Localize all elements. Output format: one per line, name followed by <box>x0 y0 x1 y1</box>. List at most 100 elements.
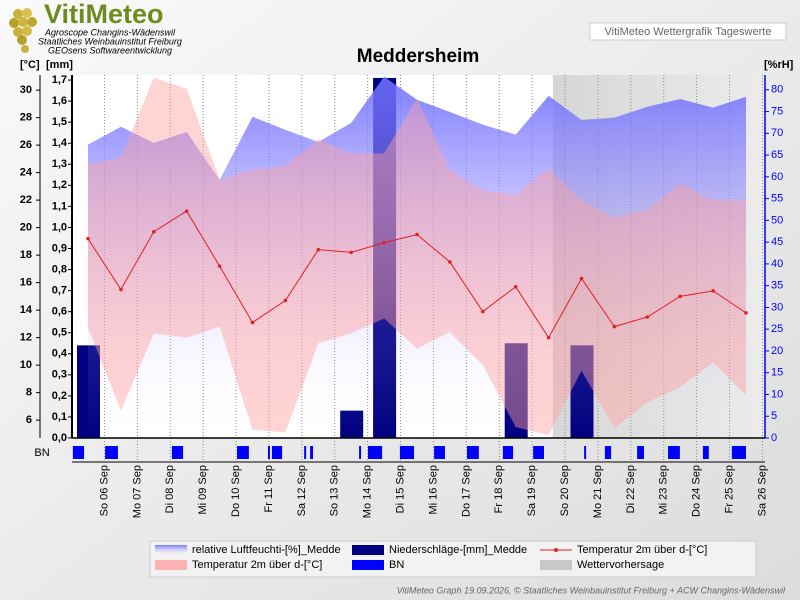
bn-segment <box>310 446 314 459</box>
y-axis-label: [°C] <box>20 59 40 71</box>
y3-tick-label: 0,2 <box>52 390 67 402</box>
legend-label: Temperatur 2m über d-[°C] <box>192 559 322 571</box>
y3-tick-label: 0,3 <box>52 369 67 381</box>
bn-segment <box>637 446 645 459</box>
temp-point <box>86 236 90 241</box>
y3-tick-label: 1,6 <box>52 95 67 107</box>
bn-segment <box>584 446 587 459</box>
y2-tick-label: 65 <box>771 149 783 161</box>
temp-point <box>481 309 485 314</box>
y-tick-label: 6 <box>26 414 32 426</box>
bn-segment <box>367 446 383 459</box>
legend-label: Wettervorhersage <box>577 559 664 571</box>
y2-tick-label: 50 <box>771 214 783 226</box>
x-tick-label: Di 08 Sep <box>164 465 176 513</box>
y3-tick-label: 0,6 <box>52 306 67 318</box>
y2-tick-label: 80 <box>771 84 783 96</box>
legend-swatch <box>554 548 558 552</box>
y3-tick-label: 0,9 <box>52 242 67 254</box>
y-tick-label: 26 <box>20 139 32 151</box>
y3-tick-label: 0,4 <box>52 348 68 360</box>
x-tick-label: So 13 Sep <box>329 465 341 516</box>
y3-tick-label: 1,0 <box>52 221 67 233</box>
temp-point <box>382 240 386 245</box>
y-tick-label: 28 <box>20 112 32 124</box>
x-tick-label: Mo 07 Sep <box>131 465 143 518</box>
y3-tick-label: 1,4 <box>52 137 68 149</box>
temp-point <box>119 287 123 292</box>
y2-tick-label: 10 <box>771 388 783 400</box>
legend-box <box>149 540 757 578</box>
y-tick-label: 18 <box>20 249 32 261</box>
y2-tick-label: 45 <box>771 236 783 248</box>
x-tick-label: So 20 Sep <box>559 465 571 516</box>
chart-title: Meddersheim <box>357 46 479 67</box>
org-line: Staatliches Weinbauinstitut Freiburg <box>38 36 182 46</box>
y3-tick-label: 0,8 <box>52 263 67 275</box>
y-tick-label: 16 <box>20 277 32 289</box>
temp-point <box>316 247 321 252</box>
x-tick-label: So 06 Sep <box>98 465 110 516</box>
legend-swatch <box>540 560 572 570</box>
legend-label: relative Luftfeuchti-[%]_Medde <box>192 544 341 556</box>
temp-point <box>184 209 189 213</box>
y2-tick-label: 60 <box>771 171 783 183</box>
x-tick-label: Do 17 Sep <box>460 465 472 517</box>
temp-point <box>250 320 255 325</box>
bn-segment <box>502 446 514 459</box>
x-tick-label: Sa 26 Sep <box>756 465 768 516</box>
legend-swatch <box>352 545 384 555</box>
temp-point <box>283 298 288 303</box>
bn-segment <box>72 446 85 459</box>
legend-swatch <box>352 560 384 570</box>
legend-swatch <box>155 545 187 555</box>
bn-segment <box>604 446 612 459</box>
y3-tick-label: 1,3 <box>52 158 67 170</box>
temp-point <box>415 232 419 237</box>
y-tick-label: 10 <box>20 359 32 371</box>
bn-segment <box>271 446 283 459</box>
y3-tick-label: 1,2 <box>52 179 67 191</box>
logo-text: VitiMeteo <box>44 0 164 29</box>
y3-tick-label: 0,5 <box>52 327 67 339</box>
y2-tick-label: 0 <box>771 432 777 444</box>
x-tick-label: Do 10 Sep <box>230 465 242 517</box>
legend-label: Temperatur 2m über d-[°C] <box>577 544 707 556</box>
y3-tick-label: 1,5 <box>52 116 67 128</box>
bn-segment <box>533 446 544 459</box>
y2-tick-label: 55 <box>771 193 783 205</box>
legend-swatch <box>155 560 187 570</box>
x-tick-label: Mo 14 Sep <box>362 465 374 518</box>
y3-tick-label: 0,7 <box>52 285 67 297</box>
y2-tick-label: 20 <box>771 345 783 357</box>
y2-tick-label: 40 <box>771 258 783 270</box>
y2-tick-label: 5 <box>771 410 777 422</box>
y-tick-label: 8 <box>26 387 32 399</box>
temp-point <box>513 284 518 289</box>
y2-tick-label: 15 <box>771 367 783 379</box>
bn-segment <box>668 446 680 459</box>
y3-tick-label: 1,1 <box>52 200 67 212</box>
temp-point <box>678 294 682 299</box>
bn-segment <box>359 446 362 459</box>
x-tick-label: Fr 25 Sep <box>723 465 735 513</box>
temp-point <box>645 315 650 319</box>
temp-point <box>744 311 748 315</box>
temp-point <box>546 335 551 340</box>
bn-segment <box>731 446 746 459</box>
bn-segment <box>434 446 445 459</box>
y-tick-label: 30 <box>20 84 32 96</box>
temp-point <box>612 324 617 329</box>
x-tick-label: Fr 18 Sep <box>493 465 505 513</box>
x-tick-label: Mi 16 Sep <box>427 465 439 515</box>
x-tick-label: Mo 21 Sep <box>592 465 604 518</box>
x-tick-label: Mi 23 Sep <box>658 465 670 515</box>
strip-label: BN <box>34 447 49 459</box>
y2-tick-label: 30 <box>771 301 783 313</box>
y2-axis-label: [%rH] <box>764 59 794 71</box>
bn-segment <box>399 446 415 459</box>
x-tick-label: Di 22 Sep <box>625 465 637 513</box>
bn-segment <box>467 446 479 459</box>
